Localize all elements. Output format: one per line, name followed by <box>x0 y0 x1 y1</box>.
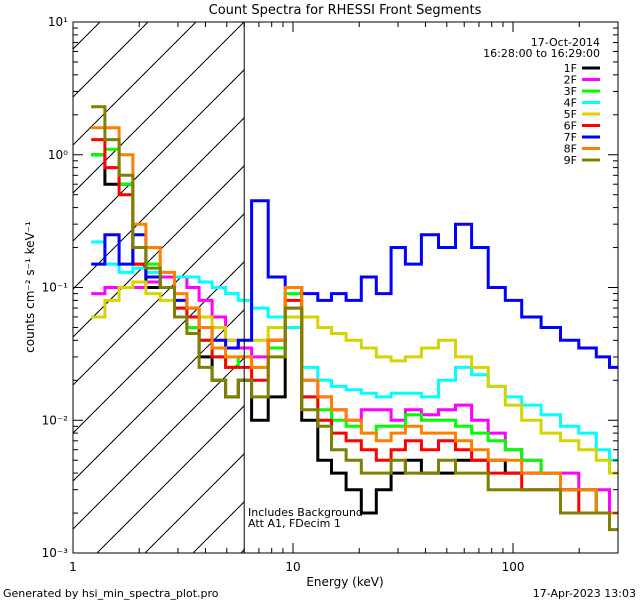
annotation-background: Includes Background <box>248 506 363 519</box>
series-line-5F <box>91 280 618 475</box>
y-axis-label: counts cm⁻² s⁻¹ keV⁻¹ <box>23 221 37 353</box>
hatch-line <box>73 22 197 146</box>
legend-label-1F: 1F <box>564 62 577 75</box>
hatch-line <box>73 69 245 242</box>
chart-title: Count Spectra for RHESSI Front Segments <box>209 3 482 18</box>
legend-label-5F: 5F <box>564 108 577 121</box>
x-axis-label: Energy (keV) <box>306 575 383 589</box>
x-tick-label: 1 <box>69 560 77 574</box>
legend-date: 17-Oct-2014 <box>531 36 600 49</box>
series-line-7F <box>91 199 618 369</box>
legend-label-7F: 7F <box>564 131 577 144</box>
y-tick-label: 10⁻³ <box>42 546 69 560</box>
y-tick-label: 10⁻¹ <box>42 281 69 295</box>
series-line-9F <box>91 105 618 532</box>
hatch-line <box>73 309 245 482</box>
hatch-line <box>73 357 245 530</box>
hatch-line <box>0 22 4 553</box>
hatch-line <box>96 405 245 553</box>
series-line-3F <box>91 147 618 515</box>
legend-label-2F: 2F <box>564 74 577 87</box>
legend-label-4F: 4F <box>564 97 577 110</box>
y-tick-label: 10¹ <box>48 15 68 29</box>
y-tick-label: 10⁰ <box>48 148 68 162</box>
legend-time-range: 16:28:00 to 16:29:00 <box>483 47 600 60</box>
hatch-line <box>73 22 245 194</box>
y-tick-label: 10⁻² <box>42 413 69 427</box>
footer-timestamp: 17-Apr-2023 13:03 <box>533 587 636 600</box>
x-tick-label: 100 <box>502 560 525 574</box>
legend-label-9F: 9F <box>564 154 577 167</box>
series-line-2F <box>91 275 618 515</box>
annotation-attenuator: Att A1, FDecim 1 <box>248 517 341 530</box>
legend-label-8F: 8F <box>564 143 577 156</box>
x-tick-label: 10 <box>285 560 300 574</box>
hatch-line <box>144 453 245 553</box>
legend-label-6F: 6F <box>564 120 577 133</box>
series-line-8F <box>91 126 618 515</box>
hatch-line <box>625 22 640 553</box>
series-line-6F <box>91 138 618 515</box>
legend-label-3F: 3F <box>564 85 577 98</box>
footer-generated-by: Generated by hsi_min_spectra_plot.pro <box>3 587 219 600</box>
